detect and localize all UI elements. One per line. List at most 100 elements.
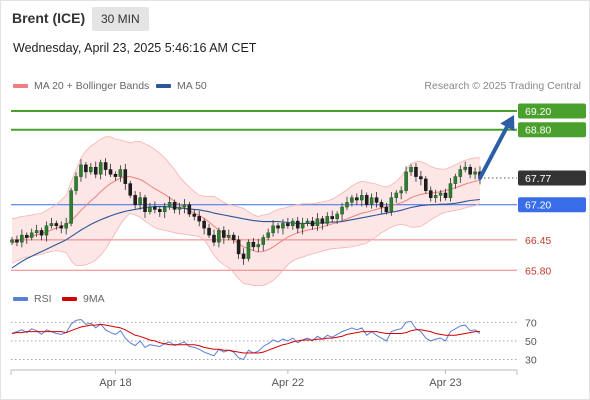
candle-body <box>448 183 453 198</box>
candle-body <box>271 225 275 234</box>
legend-rsi: RSI <box>13 293 52 305</box>
candle-body <box>241 253 246 259</box>
candle-body <box>148 206 152 212</box>
rsi-line <box>11 318 481 361</box>
candle-body <box>433 195 438 198</box>
candle-body <box>187 204 192 215</box>
time-axis-label: Apr 23 <box>429 377 461 389</box>
candle-body <box>463 166 467 170</box>
candle-body <box>113 173 118 177</box>
time-axis-label: Apr 22 <box>272 377 304 389</box>
candle-body <box>89 166 93 173</box>
candle-body <box>330 216 334 220</box>
last-level-label: 67.77 <box>525 173 551 185</box>
candle-body <box>276 225 280 229</box>
candle-body <box>128 183 133 196</box>
candle-body <box>162 206 167 212</box>
candle-body <box>325 216 330 224</box>
candle-body <box>359 195 364 201</box>
candle-body <box>158 209 162 212</box>
candle-body <box>49 223 54 227</box>
candle-body <box>34 230 39 234</box>
pivot-level-label: 67.20 <box>525 200 551 212</box>
candle-body <box>340 206 344 215</box>
candle-body <box>305 220 310 224</box>
candle-body <box>389 197 394 212</box>
support-level-label: 65.80 <box>525 265 551 277</box>
candle-body <box>182 204 187 208</box>
candle-body <box>207 227 211 236</box>
candle-body <box>103 162 108 170</box>
target-level-label: 68.80 <box>525 125 551 137</box>
ma20-line <box>11 176 481 253</box>
candle-body <box>69 190 73 224</box>
candle-body <box>25 234 29 238</box>
candle-body <box>364 195 369 205</box>
candle-body <box>295 220 300 229</box>
rsi-level-label: 70 <box>525 317 537 329</box>
candle-body <box>222 230 226 238</box>
candle-body <box>236 239 241 255</box>
candle-body <box>217 230 221 243</box>
candle-body <box>256 244 261 248</box>
candle-body <box>123 169 128 184</box>
candle-body <box>108 169 113 175</box>
projection-arrowhead <box>500 114 515 132</box>
candle-body <box>281 223 285 229</box>
candle-body <box>350 197 354 203</box>
candle-body <box>44 225 49 236</box>
candle-body <box>399 190 403 194</box>
support-level-label: 66.45 <box>525 235 551 247</box>
candle-body <box>39 230 44 236</box>
candle-body <box>468 166 472 175</box>
candle-body <box>266 232 270 238</box>
ma50-swatch <box>156 84 171 88</box>
candle-body <box>404 171 408 191</box>
candle-body <box>394 192 399 198</box>
candle-body <box>177 206 182 210</box>
rsi-legend-label: RSI <box>34 293 52 305</box>
bollinger-lower-line <box>11 203 481 287</box>
candle-body <box>458 169 463 177</box>
candle-body <box>98 162 103 175</box>
candle-body <box>20 234 24 243</box>
candle-body <box>172 202 177 210</box>
candle-body <box>143 197 147 212</box>
chart-datetime: Wednesday, April 23, 2025 5:46:16 AM CET <box>13 41 257 55</box>
candle-body <box>320 218 325 224</box>
candle-body <box>300 223 305 229</box>
candle-body <box>443 192 448 198</box>
target-level-label: 69.20 <box>525 106 551 118</box>
target-label-box <box>518 122 586 138</box>
rsi-level-label: 30 <box>525 355 537 367</box>
rsi-ma-legend-label: 9MA <box>83 293 105 305</box>
candle-body <box>246 241 251 259</box>
candle-body <box>192 213 197 217</box>
rsi-level-label: 50 <box>525 336 537 348</box>
candle-body <box>414 166 418 177</box>
candle-body <box>473 171 477 175</box>
candle-body <box>118 169 123 177</box>
rsi-ma-line <box>11 323 480 354</box>
legend-bollinger: MA 20 + Bollinger Bands <box>13 80 149 92</box>
candle-body <box>74 176 78 191</box>
rsi-swatch <box>13 297 28 301</box>
candle-body <box>79 164 83 177</box>
candle-body <box>310 220 315 227</box>
candle-body <box>369 197 374 205</box>
candle-body <box>212 234 216 243</box>
candle-body <box>226 234 231 238</box>
candle-body <box>54 223 59 227</box>
candle-body <box>153 206 157 210</box>
candle-body <box>453 176 458 184</box>
candle-body <box>335 213 339 220</box>
candle-body <box>374 197 379 203</box>
research-credit: Research © 2025 Trading Central <box>424 80 581 92</box>
pivot-label-box <box>518 197 586 213</box>
candle-body <box>345 202 349 208</box>
legend-ma50: MA 50 <box>156 80 207 92</box>
timeframe-button[interactable]: 30 MIN <box>92 7 149 31</box>
candle-body <box>424 178 428 191</box>
target-label-box <box>518 103 586 119</box>
